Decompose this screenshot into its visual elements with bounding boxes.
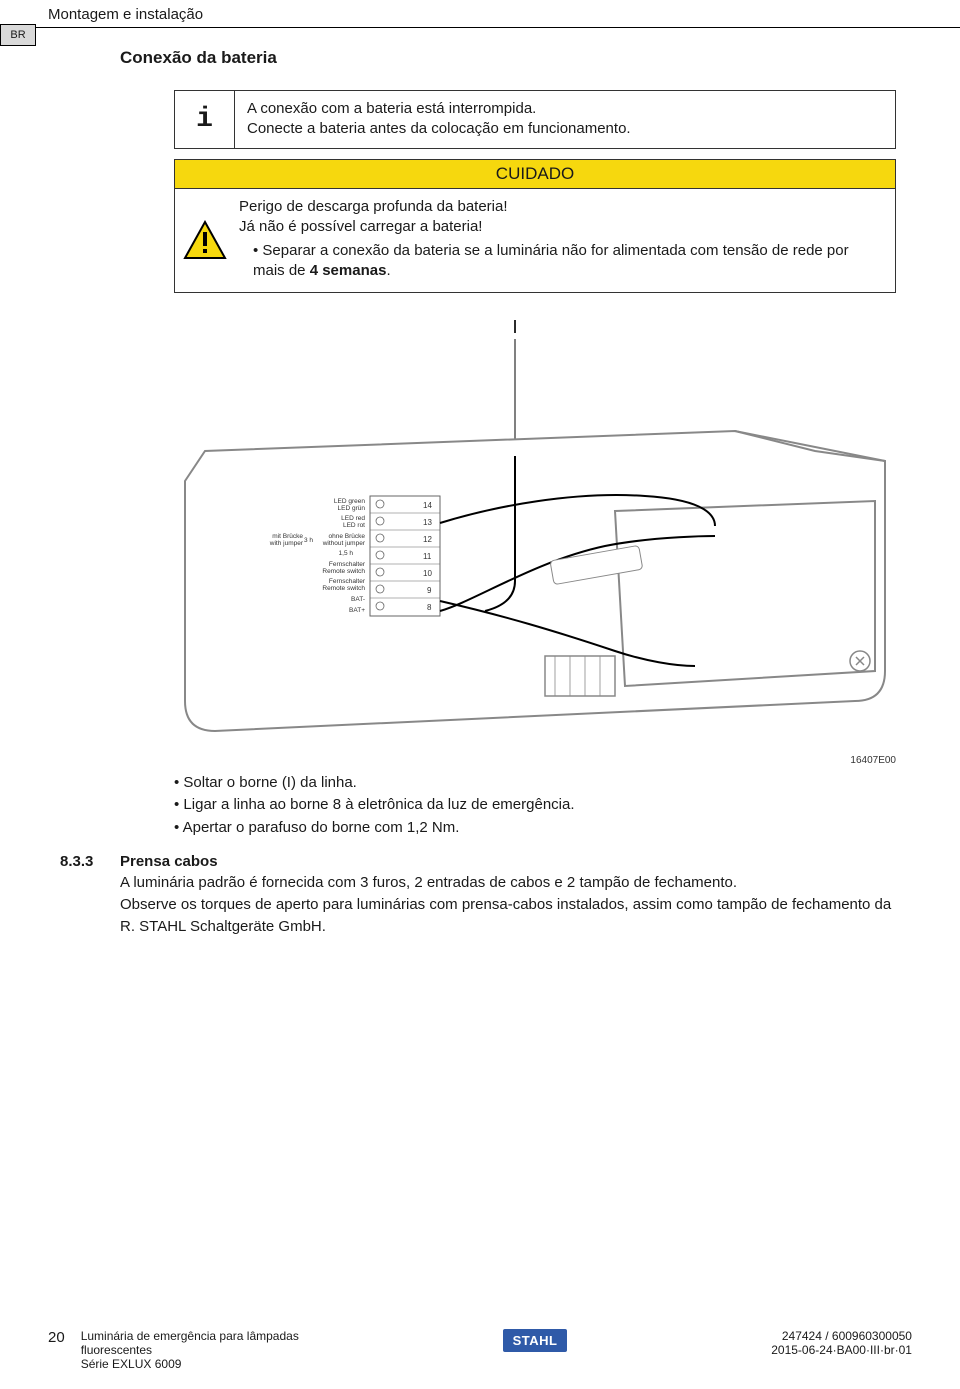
instruction-1: Soltar o borne (I) da linha.: [174, 772, 896, 795]
subsection-number: 8.3.3: [60, 853, 110, 937]
svg-text:13: 13: [423, 518, 432, 527]
footer-right-2: 2015-06-24·BA00·III·br·01: [771, 1343, 912, 1357]
svg-text:10: 10: [423, 569, 432, 578]
footer-left-2: fluorescentes: [81, 1343, 299, 1357]
svg-text:1,5 h: 1,5 h: [339, 550, 354, 557]
info-box: i A conexão com a bateria está interromp…: [174, 90, 896, 149]
subsection: 8.3.3 Prensa cabos A luminária padrão é …: [60, 853, 896, 937]
svg-text:LED rot: LED rot: [343, 522, 365, 529]
svg-text:LED red: LED red: [341, 515, 365, 522]
svg-text:Remote switch: Remote switch: [322, 568, 365, 575]
caution-box: CUIDADO Perigo de descarga profunda da b…: [174, 159, 896, 293]
info-line-1: A conexão com a bateria está interrompid…: [247, 99, 883, 119]
svg-text:BAT+: BAT+: [349, 607, 365, 614]
brand-badge: STAHL: [503, 1329, 568, 1352]
footer-left-3: Série EXLUX 6009: [81, 1357, 299, 1371]
info-icon: i: [196, 104, 213, 135]
language-tab: BR: [0, 24, 36, 46]
subsection-title: Prensa cabos: [120, 853, 896, 870]
terminal-block: 14 13 12 11 10 9 8: [370, 496, 440, 616]
page-number: 20: [48, 1329, 65, 1371]
svg-text:BAT-: BAT-: [351, 596, 365, 603]
footer-right-1: 247424 / 600960300050: [771, 1329, 912, 1343]
svg-text:mit Brücke: mit Brücke: [272, 533, 303, 540]
svg-text:9: 9: [427, 586, 432, 595]
info-line-2: Conecte a bateria antes da colocação em …: [247, 119, 883, 139]
subsection-p1: A luminária padrão é fornecida com 3 fur…: [120, 872, 896, 894]
page-header-title: Montagem e instalação: [48, 6, 912, 23]
svg-text:with jumper: with jumper: [269, 540, 304, 547]
svg-text:8: 8: [427, 603, 432, 612]
figure-code: 16407E00: [174, 755, 896, 766]
instruction-list: Soltar o borne (I) da linha. Ligar a lin…: [174, 772, 896, 840]
svg-text:without jumper: without jumper: [322, 540, 366, 547]
wiring-diagram: I 14: [174, 311, 896, 751]
instruction-2: Ligar a linha ao borne 8 à eletrônica da…: [174, 794, 896, 817]
svg-text:12: 12: [423, 535, 432, 544]
subsection-p2: Observe os torques de aperto para luminá…: [120, 894, 896, 938]
svg-text:ohne Brücke: ohne Brücke: [329, 533, 366, 540]
caution-line-2: Já não é possível carregar a bateria!: [239, 217, 883, 237]
page-footer: 20 Luminária de emergência para lâmpadas…: [0, 1329, 960, 1371]
footer-left-1: Luminária de emergência para lâmpadas: [81, 1329, 299, 1343]
warning-icon: [183, 220, 227, 260]
caution-header: CUIDADO: [175, 160, 895, 189]
diagram-callout-label: I: [512, 317, 517, 337]
svg-text:Fernschalter: Fernschalter: [329, 578, 366, 585]
svg-text:Fernschalter: Fernschalter: [329, 561, 366, 568]
caution-line-1: Perigo de descarga profunda da bateria!: [239, 197, 883, 217]
section-title: Conexão da bateria: [120, 48, 896, 68]
svg-text:14: 14: [423, 501, 432, 510]
svg-text:11: 11: [423, 552, 432, 561]
svg-text:Remote switch: Remote switch: [322, 585, 365, 592]
caution-bullet: Separar a conexão da bateria se a luminá…: [253, 241, 883, 282]
instruction-3: Apertar o parafuso do borne com 1,2 Nm.: [174, 817, 896, 840]
svg-text:3 h: 3 h: [304, 537, 313, 544]
svg-text:LED grün: LED grün: [338, 505, 366, 512]
svg-text:LED green: LED green: [334, 498, 365, 505]
